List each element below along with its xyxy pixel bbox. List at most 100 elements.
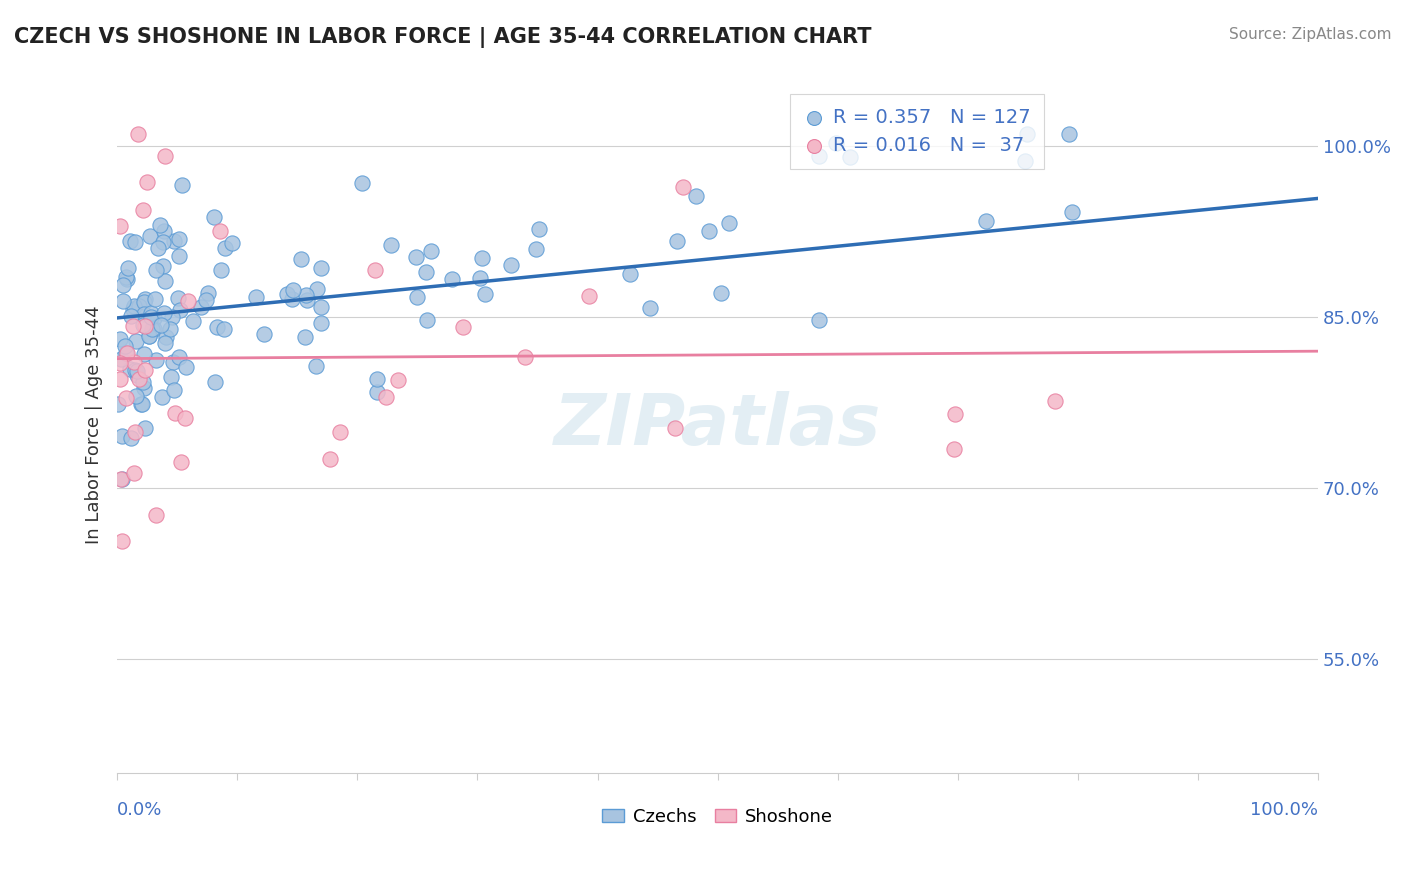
Point <box>387 373 409 387</box>
Point <box>451 319 474 334</box>
Point <box>143 293 166 307</box>
Point <box>664 421 686 435</box>
Point <box>415 313 437 327</box>
Point <box>638 301 661 315</box>
Point <box>150 390 173 404</box>
Point <box>138 328 160 343</box>
Point <box>146 241 169 255</box>
Point <box>309 260 332 275</box>
Point <box>145 263 167 277</box>
Text: ZIPatlas: ZIPatlas <box>554 391 882 459</box>
Point <box>108 372 131 386</box>
Point <box>107 397 129 411</box>
Point <box>149 318 172 332</box>
Point <box>145 352 167 367</box>
Point <box>366 371 388 385</box>
Point <box>153 336 176 351</box>
Point <box>221 236 243 251</box>
Point <box>697 224 720 238</box>
Point <box>177 293 200 308</box>
Point <box>114 346 136 360</box>
Point <box>1015 128 1038 142</box>
Point <box>122 466 145 480</box>
Point <box>125 389 148 403</box>
Point <box>132 380 155 394</box>
Point <box>128 372 150 386</box>
Point <box>124 425 146 439</box>
Point <box>295 288 318 302</box>
Point <box>214 242 236 256</box>
Point <box>120 309 142 323</box>
Point <box>159 321 181 335</box>
Point <box>364 263 387 277</box>
Point <box>108 356 131 370</box>
Point <box>170 178 193 193</box>
Point <box>108 332 131 346</box>
Point <box>153 305 176 319</box>
Text: 100.0%: 100.0% <box>1250 800 1319 819</box>
Point <box>148 218 170 232</box>
Point <box>112 277 135 292</box>
Point <box>169 303 191 318</box>
Point <box>121 318 143 333</box>
Point <box>170 455 193 469</box>
Point <box>1043 394 1066 409</box>
Point <box>142 310 165 325</box>
Point <box>619 267 641 281</box>
Point <box>295 293 318 307</box>
Point <box>162 355 184 369</box>
Point <box>132 307 155 321</box>
Point <box>110 219 132 234</box>
Point <box>665 235 688 249</box>
Point <box>132 203 155 218</box>
Point <box>405 250 427 264</box>
Point <box>309 316 332 330</box>
Point <box>160 370 183 384</box>
Point <box>305 359 328 373</box>
Point <box>276 287 298 301</box>
Point <box>328 425 350 439</box>
Point <box>194 293 217 308</box>
Text: 0.0%: 0.0% <box>117 800 163 819</box>
Point <box>204 376 226 390</box>
Point <box>366 385 388 400</box>
Point <box>134 294 156 309</box>
Point <box>110 351 132 366</box>
Point <box>139 229 162 244</box>
Point <box>181 313 204 327</box>
Point <box>124 235 146 249</box>
Point <box>352 176 374 190</box>
Point <box>1057 128 1080 142</box>
Point <box>153 274 176 288</box>
Point <box>527 222 550 236</box>
Point <box>685 189 707 203</box>
Point <box>129 397 152 411</box>
Point <box>974 214 997 228</box>
Point <box>380 238 402 252</box>
Point <box>118 234 141 248</box>
Point <box>118 362 141 376</box>
Point <box>163 234 186 248</box>
Point <box>117 260 139 275</box>
Point <box>209 263 232 277</box>
Point <box>131 397 153 411</box>
Point <box>440 271 463 285</box>
Text: CZECH VS SHOSHONE IN LABOR FORCE | AGE 35-44 CORRELATION CHART: CZECH VS SHOSHONE IN LABOR FORCE | AGE 3… <box>14 27 872 48</box>
Point <box>141 310 163 324</box>
Point <box>138 329 160 343</box>
Point <box>420 244 443 259</box>
Point <box>120 431 142 445</box>
Point <box>167 232 190 246</box>
Point <box>406 290 429 304</box>
Point <box>1060 205 1083 219</box>
Point <box>207 319 229 334</box>
Point <box>709 285 731 300</box>
Point <box>111 533 134 548</box>
Point <box>671 180 693 194</box>
Point <box>209 224 232 238</box>
Point <box>513 350 536 364</box>
Point <box>124 363 146 377</box>
Point <box>145 508 167 523</box>
Point <box>139 306 162 320</box>
Point <box>134 421 156 435</box>
